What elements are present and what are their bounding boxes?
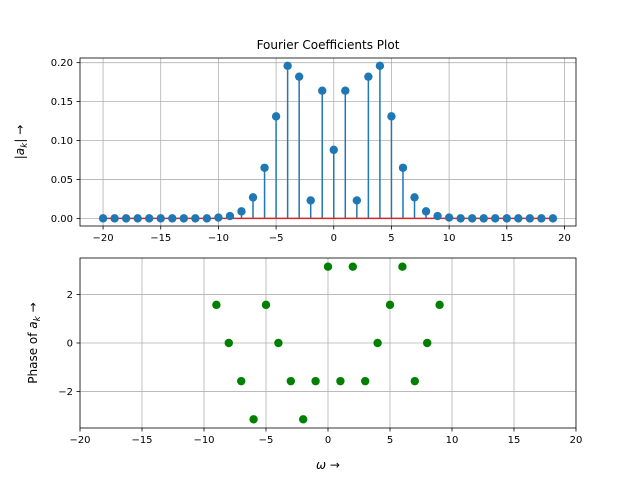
stem-marker: [318, 86, 327, 95]
magnitude-x-tick-label: −15: [150, 233, 171, 244]
stem-marker: [479, 214, 488, 223]
stem-marker: [202, 214, 212, 223]
phase-y-tick-label: 2: [67, 290, 73, 301]
magnitude-axes-frame: [79, 57, 577, 227]
magnitude-x-tick-label: −5: [269, 233, 284, 244]
stem-marker: [283, 61, 292, 70]
magnitude-y-tick-label: 0.00: [51, 214, 73, 225]
phase-point: [261, 300, 271, 310]
stem-marker: [271, 112, 281, 121]
stem-marker: [410, 193, 419, 202]
phase-point: [311, 376, 320, 386]
stem-marker: [329, 145, 338, 155]
phase-y-axis-label: Phase of ak →: [26, 302, 43, 383]
phase-x-axis-label: ω →: [316, 458, 340, 472]
magnitude-y-tick-label: 0.10: [51, 136, 73, 147]
phase-point: [348, 262, 357, 271]
stem-marker: [248, 193, 258, 202]
stem-marker: [525, 214, 535, 223]
phase-x-tick-label: −15: [131, 435, 152, 446]
phase-x-tick-label: −20: [69, 435, 90, 446]
stem-marker: [398, 163, 408, 172]
stem-marker: [121, 214, 131, 223]
magnitude-x-tick-label: −20: [93, 233, 114, 244]
phase-point: [224, 338, 233, 348]
stem-marker: [133, 214, 142, 223]
phase-point: [249, 415, 258, 424]
stem-marker: [341, 86, 350, 95]
stem-marker: [514, 214, 523, 223]
phase-x-tick-label: −5: [259, 435, 274, 446]
phase-point: [410, 376, 419, 386]
stem-marker: [145, 214, 154, 223]
stem-marker: [156, 214, 165, 223]
phase-x-tick-label: 5: [387, 435, 393, 446]
stem-marker: [364, 72, 373, 81]
stem-marker: [456, 214, 465, 223]
phase-point: [385, 300, 395, 310]
magnitude-x-tick-label: 10: [443, 233, 456, 244]
magnitude-y-tick-label: 0.20: [51, 58, 73, 69]
phase-x-tick-label: 20: [570, 435, 583, 446]
phase-point: [336, 376, 345, 386]
magnitude-y-axis-label: |ak| →: [13, 125, 30, 160]
magnitude-y-tick-label: 0.15: [51, 97, 73, 108]
stem-marker: [110, 214, 119, 223]
stem-marker: [260, 163, 269, 172]
phase-y-tick-label: 0: [67, 339, 73, 350]
phase-data: [212, 262, 444, 424]
magnitude-data: [98, 61, 558, 223]
stem-marker: [168, 214, 177, 223]
phase-point: [299, 415, 308, 424]
phase-x-tick-label: −10: [193, 435, 214, 446]
stem-marker: [225, 211, 235, 221]
stem-marker: [502, 214, 511, 223]
stem-marker: [433, 211, 442, 221]
stem-marker: [548, 214, 558, 223]
phase-point: [423, 338, 432, 348]
magnitude-x-tick-label: 5: [388, 233, 394, 244]
phase-point: [212, 300, 221, 310]
stem-marker: [421, 207, 431, 216]
stem-marker: [179, 214, 189, 223]
phase-x-tick-label: 15: [508, 435, 521, 446]
stem-marker: [467, 214, 477, 223]
phase-x-tick-label: 0: [325, 435, 331, 446]
phase-point: [237, 376, 246, 386]
magnitude-plot: −20 −15 −10 −5 0 5 10 15 20 0.00 0.05 0.10 0.15 0.20 |…: [13, 57, 577, 244]
magnitude-x-tick-label: 15: [500, 233, 513, 244]
phase-point: [286, 376, 295, 386]
phase-point: [435, 300, 444, 310]
stem-marker: [237, 207, 246, 216]
chart-title: Fourier Coefficients Plot: [257, 38, 400, 52]
phase-point: [323, 262, 333, 271]
stem-marker: [352, 196, 362, 205]
stem-marker: [191, 214, 200, 223]
stem-marker: [387, 112, 396, 121]
stem-marker: [375, 61, 385, 70]
phase-point: [398, 262, 407, 271]
stem-marker: [444, 213, 454, 222]
phase-point: [361, 376, 370, 386]
stem-marker: [214, 213, 223, 222]
stem-marker: [306, 196, 315, 205]
stem-marker: [98, 214, 108, 223]
stem-marker: [294, 72, 304, 81]
phase-point: [274, 338, 283, 348]
magnitude-x-tick-label: 0: [331, 233, 337, 244]
magnitude-x-tick-label: 20: [558, 233, 571, 244]
phase-point: [373, 338, 382, 348]
magnitude-y-tick-label: 0.05: [51, 175, 73, 186]
magnitude-x-tick-label: −10: [208, 233, 229, 244]
stem-marker: [491, 214, 500, 223]
phase-y-tick-label: −2: [58, 387, 73, 398]
stem-marker: [537, 214, 546, 223]
phase-x-tick-label: 10: [446, 435, 459, 446]
